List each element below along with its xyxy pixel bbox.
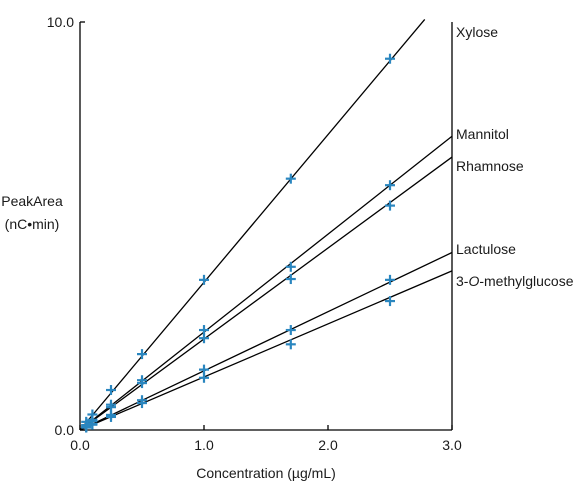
y-tick-label-1: 10.0 xyxy=(47,14,74,30)
fit-line-lactulose xyxy=(79,251,453,431)
data-point-lactulose-6 xyxy=(385,274,395,285)
data-point-rhamnose-6 xyxy=(385,200,395,211)
data-point-3-o-methylglucose-1 xyxy=(87,419,98,430)
data-point-3-o-methylglucose-2 xyxy=(106,411,116,422)
fit-line-rhamnose xyxy=(79,156,453,431)
data-point-rhamnose-5 xyxy=(285,274,296,285)
data-point-mannitol-6 xyxy=(385,180,395,191)
fit-lines-group xyxy=(79,18,453,431)
series-label-3-o-methylglucose: 3-O-methylglucose xyxy=(456,273,574,289)
x-axis-title: Concentration (µg/mL) xyxy=(196,465,336,481)
data-point-3-o-methylglucose-5 xyxy=(285,339,296,350)
markers-group xyxy=(81,53,395,433)
data-point-3-o-methylglucose-6 xyxy=(385,296,395,307)
y-axis-title-line1: PeakArea xyxy=(1,193,63,209)
data-point-3-o-methylglucose-0 xyxy=(81,422,92,433)
data-point-xylose-3 xyxy=(137,349,147,360)
x-tick-label-0: 0.0 xyxy=(70,437,90,453)
data-point-xylose-4 xyxy=(199,274,209,285)
series-label-mannitol: Mannitol xyxy=(456,126,509,142)
fit-line-3-o-methylglucose xyxy=(79,270,453,431)
x-tick-label-3: 3.0 xyxy=(442,437,462,453)
y-axis-title-line2: (nC•min) xyxy=(5,216,60,232)
data-point-mannitol-5 xyxy=(285,261,296,272)
fit-line-mannitol xyxy=(79,135,453,431)
series-label-rhamnose: Rhamnose xyxy=(456,158,524,174)
data-point-3-o-methylglucose-4 xyxy=(199,372,209,383)
x-tick-label-2: 2.0 xyxy=(318,437,338,453)
data-point-3-o-methylglucose-3 xyxy=(137,398,147,409)
data-point-rhamnose-3 xyxy=(137,378,147,389)
data-point-xylose-5 xyxy=(285,173,296,184)
fit-line-xylose xyxy=(79,18,426,431)
data-point-rhamnose-4 xyxy=(199,333,209,344)
data-point-xylose-6 xyxy=(385,53,395,64)
tick-group: 0.0 1.0 2.0 3.0 0.0 10.0 xyxy=(47,14,462,453)
x-tick-label-1: 1.0 xyxy=(194,437,214,453)
series-labels-group: Xylose Mannitol Rhamnose Lactulose 3-O-methy… xyxy=(456,24,574,289)
data-point-xylose-2 xyxy=(106,385,116,396)
y-tick-label-0: 0.0 xyxy=(55,422,75,438)
series-label-lactulose: Lactulose xyxy=(456,241,516,257)
series-label-xylose: Xylose xyxy=(456,24,498,40)
data-point-lactulose-5 xyxy=(285,325,296,336)
